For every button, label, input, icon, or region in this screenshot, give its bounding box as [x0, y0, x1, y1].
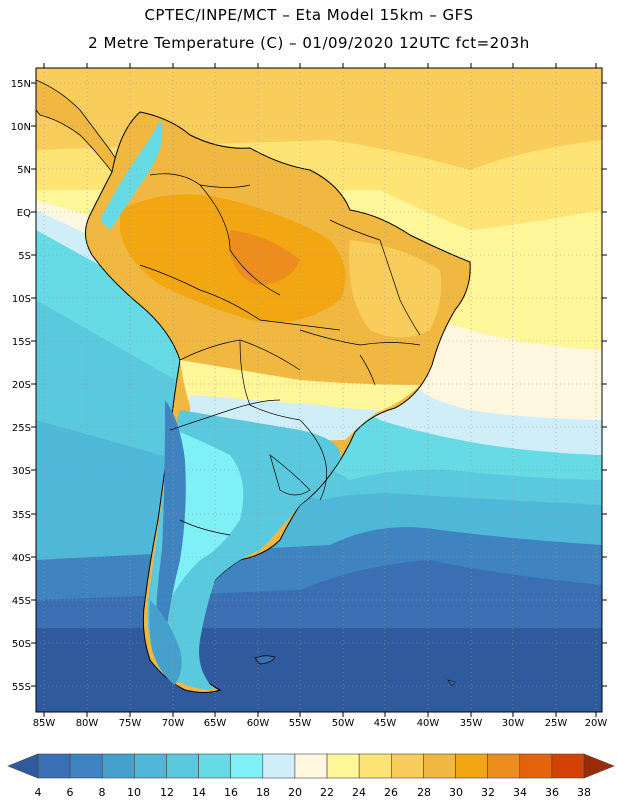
lat-label: 20S	[12, 380, 31, 391]
lon-label: 50W	[332, 718, 355, 729]
lon-label: 30W	[502, 718, 525, 729]
colorbar-tick-label: 6	[67, 786, 74, 799]
colorbar-swatch	[551, 753, 585, 779]
colorbar-swatch	[423, 753, 456, 779]
colorbar-tick-label: 8	[99, 786, 106, 799]
colorbar-tick-label: 4	[35, 786, 42, 799]
lon-label: 75W	[119, 718, 142, 729]
colorbar-tick-label: 14	[192, 786, 206, 799]
colorbar-swatch	[37, 753, 71, 779]
colorbar-swatch	[166, 753, 199, 779]
colorbar-swatch	[230, 753, 264, 779]
colorbar-swatch	[358, 753, 392, 779]
colorbar-swatch	[69, 753, 103, 779]
colorbar-swatch	[487, 753, 521, 779]
lon-label: 65W	[204, 718, 227, 729]
lon-label: 85W	[33, 718, 56, 729]
colorbar-swatch	[326, 753, 360, 779]
lon-label: 80W	[76, 718, 99, 729]
colorbar-swatch	[455, 753, 488, 779]
colorbar-tick-label: 26	[384, 786, 398, 799]
colorbar-tick-label: 30	[449, 786, 463, 799]
lon-label: 45W	[374, 718, 397, 729]
colorbar-right-arrow	[583, 753, 615, 779]
latitude-labels: 15N 10N 5N EQ 5S 10S 15S 20S 25S 30S 35S…	[11, 79, 31, 693]
lat-label: 45S	[12, 596, 31, 607]
colorbar-tick-label: 18	[256, 786, 270, 799]
colorbar-swatch	[134, 753, 167, 779]
lat-label: 10N	[11, 122, 31, 133]
lat-label: EQ	[17, 208, 31, 219]
map-area	[36, 68, 602, 712]
map-frame	[35, 67, 603, 713]
colorbar-tick-label: 16	[224, 786, 238, 799]
andes-north-cold	[100, 120, 163, 230]
colorbar-tick-label: 32	[481, 786, 495, 799]
lat-label: 5N	[17, 165, 31, 176]
lon-label: 60W	[247, 718, 270, 729]
lat-label: 15N	[11, 79, 31, 90]
colorbar-swatch	[101, 753, 135, 779]
lat-label: 10S	[12, 294, 31, 305]
lat-label: 55S	[12, 682, 31, 693]
lat-label: 25S	[12, 423, 31, 434]
colorbar-tick-label: 28	[417, 786, 431, 799]
colorbar-tick-label: 20	[288, 786, 302, 799]
colorbar-left-arrow	[7, 753, 39, 779]
colorbar-swatch	[390, 753, 424, 779]
lat-label: 30S	[12, 466, 31, 477]
colorbar-tick-label: 38	[577, 786, 591, 799]
lon-label: 35W	[460, 718, 483, 729]
map-title-line1: CPTEC/INPE/MCT – Eta Model 15km – GFS	[144, 6, 474, 24]
lon-label: 40W	[417, 718, 440, 729]
colorbar-tick-label: 24	[352, 786, 366, 799]
lon-label: 20W	[585, 718, 608, 729]
colorbar-tick-label: 22	[320, 786, 334, 799]
colorbar-tick-label: 34	[513, 786, 527, 799]
colorbar-tick-label: 10	[127, 786, 141, 799]
lon-label: 70W	[162, 718, 185, 729]
lat-label: 35S	[12, 510, 31, 521]
colorbar: 4 6 8 10 12 14 16 18 20 22 24 26 28 30 3…	[7, 753, 615, 799]
colorbar-swatch	[262, 753, 296, 779]
axis-ticks	[31, 63, 607, 717]
map-title-line2: 2 Metre Temperature (C) – 01/09/2020 12U…	[88, 34, 530, 52]
lat-label: 40S	[12, 553, 31, 564]
colorbar-swatch	[519, 753, 553, 779]
colorbar-swatch	[198, 753, 232, 779]
lat-label: 50S	[12, 639, 31, 650]
colorbar-tick-label: 36	[545, 786, 559, 799]
lon-label: 25W	[545, 718, 568, 729]
colorbar-swatch	[294, 753, 328, 779]
falklands	[254, 655, 276, 665]
lat-label: 15S	[12, 337, 31, 348]
longitude-labels: 85W 80W 75W 70W 65W 60W 55W 50W 45W 40W …	[33, 718, 608, 729]
colorbar-tick-label: 12	[160, 786, 174, 799]
lat-label: 5S	[18, 251, 31, 262]
andes-south-cold	[155, 400, 186, 654]
lon-label: 55W	[289, 718, 312, 729]
lat-lon-grid	[36, 68, 602, 712]
